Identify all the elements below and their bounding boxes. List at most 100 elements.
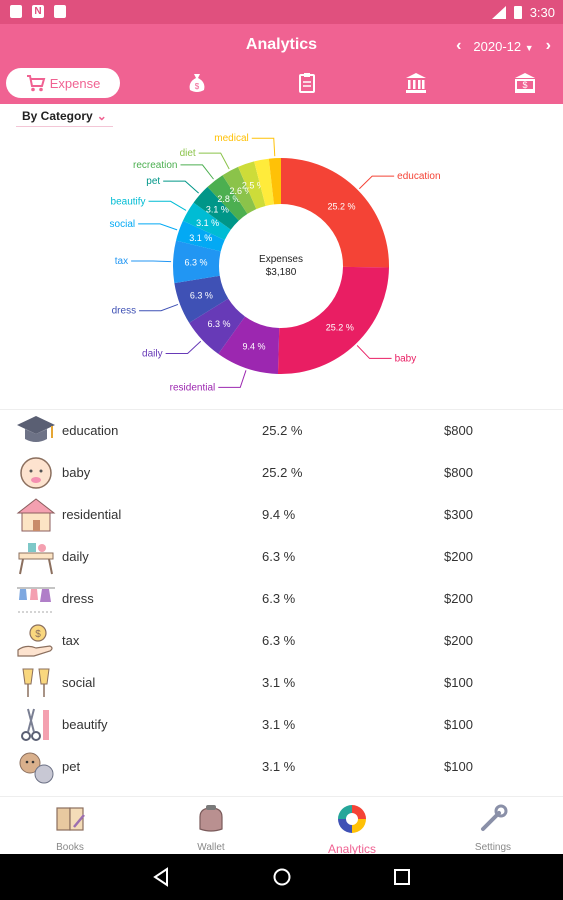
nav-settings[interactable]: Settings <box>448 803 538 853</box>
row-percent: 25.2 % <box>262 423 303 438</box>
money-bag-icon[interactable]: $ <box>186 72 208 94</box>
slice-percent-label: 6.3 % <box>190 291 213 301</box>
category-list: education 25.2 % $800 baby 25.2 % $800 r… <box>0 409 563 788</box>
slice-category-label: beautify <box>111 196 146 207</box>
row-name: pet <box>62 759 81 774</box>
pets-icon <box>19 752 54 784</box>
category-filter-dropdown[interactable]: By Category ⌄ <box>16 106 113 126</box>
bank-icon[interactable] <box>405 72 427 94</box>
table-row[interactable]: social 3.1 % $100 <box>0 662 563 704</box>
battery-icon <box>513 6 522 19</box>
svg-text:$: $ <box>35 629 41 640</box>
slice-leader-line <box>138 223 178 231</box>
row-percent: 6.3 % <box>262 591 296 606</box>
row-amount: $800 <box>444 423 473 438</box>
bank-dollar-icon[interactable]: $ <box>514 72 536 94</box>
table-row[interactable]: beautify 3.1 % $100 <box>0 704 563 746</box>
row-amount: $300 <box>444 507 473 522</box>
clipboard-icon[interactable] <box>296 72 318 94</box>
nav-wallet[interactable]: Wallet <box>166 803 256 853</box>
donut-slice <box>193 186 239 230</box>
nav-books[interactable]: Books <box>25 803 115 853</box>
slice-category-label: recreation <box>133 160 177 171</box>
slice-category-label: pet <box>146 176 160 187</box>
page-title: Analytics <box>245 36 318 53</box>
row-name: education <box>62 423 119 438</box>
nav-wallet-label: Wallet <box>197 842 225 853</box>
home-icon[interactable] <box>272 867 292 887</box>
donut-slice <box>238 161 266 210</box>
month-dropdown[interactable]: 2020-12 ▼ <box>473 39 533 54</box>
slice-leader-line <box>180 164 214 180</box>
slice-percent-label: 3.1 % <box>189 233 212 243</box>
slice-percent-label: 25.2 % <box>326 322 354 332</box>
table-row[interactable]: education 25.2 % $800 <box>0 410 563 452</box>
tab-expense[interactable]: Expense <box>6 68 120 98</box>
svg-text:$: $ <box>195 82 200 91</box>
wrench-icon <box>481 804 508 831</box>
row-name: baby <box>62 465 91 480</box>
slice-category-label: daily <box>142 349 163 360</box>
slice-leader-line <box>139 303 179 312</box>
row-percent: 3.1 % <box>262 717 296 732</box>
slice-leader-line <box>218 370 247 388</box>
slice-category-label: medical <box>214 133 248 144</box>
table-row[interactable]: daily 6.3 % $200 <box>0 536 563 578</box>
slice-leader-line <box>148 200 187 211</box>
house-icon <box>16 498 56 532</box>
baby-icon <box>20 457 52 489</box>
slice-leader-line <box>356 345 392 359</box>
slice-percent-label: 2.5 % <box>242 181 265 191</box>
clothes-icon <box>17 587 55 613</box>
slice-category-label: baby <box>395 353 417 364</box>
table-row[interactable]: baby 25.2 % $800 <box>0 452 563 494</box>
slice-leader-line <box>165 340 202 355</box>
donut-slice <box>176 220 225 252</box>
donut-center-label: Expenses <box>259 254 303 265</box>
slice-percent-label: 25.2 % <box>328 201 356 211</box>
chevron-right-icon[interactable]: › <box>545 37 551 54</box>
nav-analytics-label: Analytics <box>327 842 377 856</box>
status-icons-right: 3:30 <box>491 5 555 20</box>
signal-icon <box>491 6 506 19</box>
row-amount: $200 <box>444 633 473 648</box>
wallet-icon <box>199 805 223 832</box>
slice-percent-label: 2.8 % <box>217 194 240 204</box>
slice-percent-label: 3.1 % <box>206 205 229 215</box>
slice-percent-label: 6.3 % <box>207 319 230 329</box>
status-time: 3:30 <box>529 5 555 20</box>
row-amount: $100 <box>444 675 473 690</box>
back-icon[interactable] <box>152 867 172 887</box>
nav-analytics[interactable]: Analytics <box>307 803 397 856</box>
table-row[interactable]: residential 9.4 % $300 <box>0 494 563 536</box>
row-percent: 3.1 % <box>262 675 296 690</box>
donut-slice <box>189 298 246 354</box>
table-row[interactable]: $ tax 6.3 % $200 <box>0 620 563 662</box>
recents-icon[interactable] <box>392 867 412 887</box>
sim-icon <box>10 5 22 18</box>
cheers-icon <box>22 668 50 697</box>
donut-slice <box>277 266 389 374</box>
table-row[interactable]: dress 6.3 % $200 <box>0 578 563 620</box>
table-row[interactable]: pet 3.1 % $100 <box>0 746 563 788</box>
nav-settings-label: Settings <box>474 842 512 853</box>
caret-down-icon: ▼ <box>524 42 534 53</box>
slice-category-label: residential <box>170 382 216 393</box>
slice-percent-label: 2.6 % <box>229 186 252 196</box>
expense-donut-chart: 25.2 % education 25.2 % baby 9.4 % residentia… <box>110 133 441 393</box>
slice-percent-label: 9.4 % <box>242 342 265 352</box>
chevron-left-icon[interactable]: ‹ <box>456 37 462 54</box>
cart-icon <box>26 75 46 92</box>
n-icon: N <box>32 5 44 18</box>
table-icon <box>18 543 54 575</box>
slice-category-label: tax <box>115 256 128 267</box>
slice-category-label: education <box>397 171 440 182</box>
row-amount: $800 <box>444 465 473 480</box>
coin-hand-icon: $ <box>17 624 53 657</box>
row-name: residential <box>62 507 122 522</box>
slice-percent-label: 3.1 % <box>196 218 219 228</box>
analytics-icon <box>338 805 366 833</box>
row-name: tax <box>62 633 80 648</box>
slice-percent-label: 6.3 % <box>185 258 208 268</box>
row-percent: 9.4 % <box>262 507 296 522</box>
